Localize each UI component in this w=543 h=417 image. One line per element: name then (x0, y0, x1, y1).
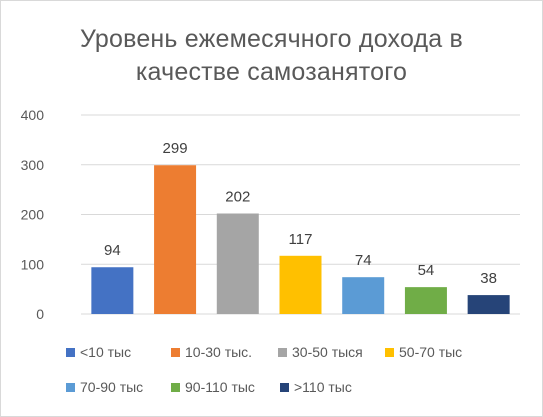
y-tick-label-300: 300 (21, 157, 45, 173)
legend-swatch-6 (280, 383, 289, 392)
legend-label-5: 90-110 тыс (185, 379, 255, 395)
legend-label-6: >110 тыс (294, 379, 352, 395)
data-label-3: 117 (289, 231, 313, 248)
legend-swatch-1 (171, 348, 180, 357)
chart-title-line-1: Уровень ежемесячного дохода в (79, 25, 464, 53)
bar-4 (342, 277, 385, 314)
legend-label-0: <10 тыс (80, 344, 131, 360)
legend-label-3: 50-70 тыс (399, 344, 462, 360)
bar-2 (216, 213, 259, 314)
legend-swatch-5 (171, 383, 180, 392)
legend-label-4: 70-90 тыс (80, 379, 143, 395)
data-label-2: 202 (225, 189, 250, 206)
chart-title: Уровень ежемесячного дохода в качестве с… (1, 23, 542, 89)
data-label-4: 74 (355, 252, 372, 269)
legend-swatch-2 (278, 348, 287, 357)
y-tick-label-200: 200 (21, 207, 45, 223)
data-label-6: 38 (480, 270, 497, 287)
data-label-1: 299 (163, 140, 188, 157)
data-label-0: 94 (104, 242, 121, 259)
bar-1 (154, 165, 197, 314)
bar-5 (404, 287, 447, 314)
bar-0 (91, 267, 134, 314)
legend-swatch-3 (385, 348, 394, 357)
bar-6 (467, 295, 510, 314)
chart-title-line-2: качестве самозанятого (135, 58, 408, 86)
legend-swatch-0 (66, 348, 75, 357)
bar-3 (279, 255, 322, 314)
y-tick-label-100: 100 (21, 256, 45, 272)
legend-label-1: 10-30 тыс. (185, 344, 252, 360)
legend-swatch-4 (66, 383, 75, 392)
data-label-5: 54 (418, 262, 435, 279)
legend-label-2: 30-50 тыся (292, 344, 363, 360)
y-tick-label-0: 0 (36, 306, 44, 322)
y-tick-label-400: 400 (21, 107, 45, 123)
